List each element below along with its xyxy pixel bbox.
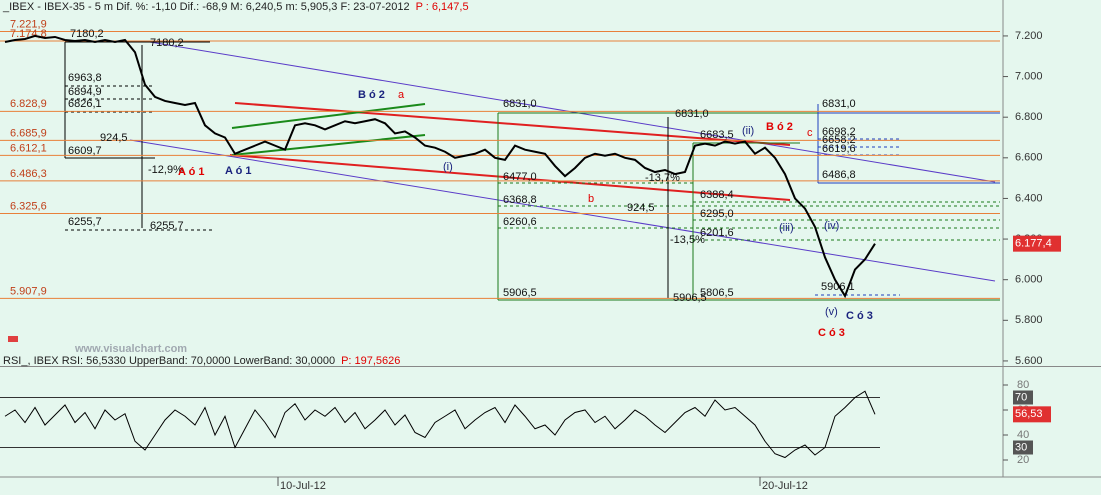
annotation: 6388,4 (700, 189, 734, 201)
annotation: 6255,7 (68, 216, 102, 228)
annotation: 924,5 (627, 202, 655, 214)
annotation: 6963,8 (68, 72, 102, 84)
level-label: 5.907,9 (10, 285, 47, 297)
annotation: 6260,6 (503, 216, 537, 228)
annotation: 6368,8 (503, 194, 537, 206)
annotation: (ii) (742, 125, 754, 137)
trend-line (231, 134, 426, 156)
y-tick-label: 6.800 (1015, 111, 1043, 123)
y-tick-label: 6.600 (1015, 152, 1043, 164)
annotation: (iv) (824, 220, 839, 232)
trend-line (231, 103, 426, 129)
annotation: 7180,2 (150, 37, 184, 49)
last-value-box (1013, 235, 1061, 252)
annotation: 6831,0 (503, 98, 537, 110)
channel-line (129, 139, 996, 282)
y-tick-label: 7.000 (1015, 70, 1043, 82)
annotation: 6683,5 (700, 129, 734, 141)
annotation: A ó 1 (225, 165, 252, 177)
band-label: 30 (1015, 441, 1027, 453)
annotation: -12,9% (148, 164, 183, 176)
y-tick-label: 80 (1017, 379, 1029, 391)
last-value-label: 6.177,4 (1015, 238, 1052, 250)
level-label: 7.221,9 (10, 18, 47, 30)
annotation: 924,5 (100, 132, 128, 144)
last-value-box (1013, 406, 1051, 423)
annotation: 5906,5 (673, 292, 707, 304)
y-tick-label: 5.600 (1015, 355, 1043, 367)
annotation: 6831,0 (822, 98, 856, 110)
annotation: 6295,0 (700, 208, 734, 220)
drawing-tools (8, 41, 1000, 342)
price-axis-panel (1003, 0, 1101, 366)
annotation: 6201,6 (700, 227, 734, 239)
annotation: C ó 3 (846, 310, 873, 322)
level-label: 6.612,1 (10, 142, 47, 154)
annotation: A ó 1 (178, 166, 205, 178)
date-axis-panel (0, 477, 1101, 495)
annotation: B ó 2 (766, 121, 793, 133)
band-label: 70 (1015, 391, 1027, 403)
level-label: 6.325,6 (10, 200, 47, 212)
annotation: -13,7% (645, 172, 680, 184)
level-label: 6.685,9 (10, 127, 47, 139)
annotation: 6255,7 (150, 220, 184, 232)
annotation: C ó 3 (818, 327, 845, 339)
annotation: c (807, 127, 813, 139)
annotation: 6658,2 (822, 134, 856, 146)
y-tick-label: 20 (1017, 454, 1029, 466)
panel-subtitle: P : 6,147,5 (416, 1, 469, 13)
x-tick-label: 20-Jul-12 (762, 480, 808, 492)
level-label: 6.828,9 (10, 98, 47, 110)
x-tick-label: 10-Jul-12 (280, 480, 326, 492)
annotation: 6831,0 (675, 108, 709, 120)
annotation: a (398, 89, 405, 101)
annotation: 6609,7 (68, 145, 102, 157)
annotation: 7180,2 (70, 28, 104, 40)
channel-line (149, 41, 996, 183)
annotation: 5806,5 (700, 287, 734, 299)
last-value-label: 56,53 (1015, 408, 1043, 420)
annotation: 6477,0 (503, 171, 537, 183)
annotation: B ó 2 (358, 89, 385, 101)
y-tick-label: 40 (1017, 429, 1029, 441)
annotation: (i) (443, 161, 453, 173)
rsi-panel (0, 367, 1003, 477)
annotation: 6698,2 (822, 126, 856, 138)
annotation: (v) (825, 306, 838, 318)
trend-line (229, 154, 791, 201)
annotation: (iii) (779, 222, 794, 234)
band-box (1013, 390, 1033, 405)
annotation: 6619,6 (822, 143, 856, 155)
annotation: 6486,8 (822, 169, 856, 181)
panel-title: _IBEX - IBEX-35 - 5 m Dif. %: -1,10 Dif.… (2, 1, 410, 13)
y-tick-label: 6.400 (1015, 192, 1043, 204)
y-tick-label: 5.800 (1015, 314, 1043, 326)
annotation: 5906,5 (503, 287, 537, 299)
watermark: www.visualchart.com (74, 343, 187, 355)
y-tick-label: 6.000 (1015, 274, 1043, 286)
band-box (1013, 440, 1033, 455)
annotation: 6894,9 (68, 86, 102, 98)
annotation: -13,5% (670, 234, 705, 246)
trend-line (234, 102, 791, 146)
price-line (4, 34, 876, 299)
tool-icon[interactable] (8, 336, 18, 342)
annotation: b (588, 193, 594, 205)
level-label: 6.486,3 (10, 168, 47, 180)
panel-subtitle: P: 197,5626 (341, 355, 400, 367)
annotation: 6826,1 (68, 98, 102, 110)
y-tick-label: 7.200 (1015, 30, 1043, 42)
panel-title: RSI_, IBEX RSI: 56,5330 UpperBand: 70,00… (3, 355, 335, 367)
price-line (4, 390, 876, 459)
